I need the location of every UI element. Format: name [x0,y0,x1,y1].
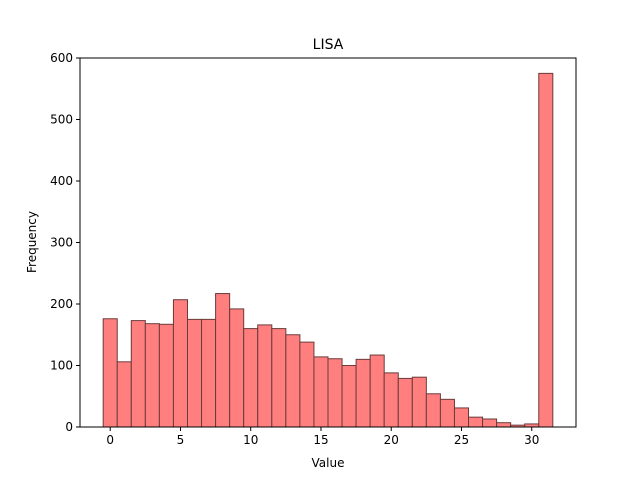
histogram-bar [158,323,174,428]
x-axis-label: Value [312,456,345,470]
y-tick-label: 100 [50,359,73,373]
histogram-bar [468,416,484,428]
histogram-bar [439,398,455,428]
histogram-bar [327,358,343,428]
x-axis-ticks: 0 5 10 15 20 25 30 [106,427,539,447]
y-tick-label: 200 [50,297,73,311]
x-tick-label: 10 [243,433,258,447]
histogram-bar [271,328,287,428]
y-axis-ticks: 0 100 200 300 400 500 600 [50,51,80,434]
histogram-bar [229,308,245,428]
y-tick-label: 0 [65,420,73,434]
histogram-bar [172,299,188,428]
x-tick-label: 20 [384,433,399,447]
histogram-bar [397,377,413,428]
histogram-bar [411,376,427,428]
y-axis-label: Frequency [25,211,39,273]
histogram-bar [313,356,329,428]
bars-group [102,72,554,428]
y-tick-label: 400 [50,174,73,188]
x-tick-label: 15 [313,433,328,447]
chart-title: LISA [313,37,344,53]
histogram-bar [496,422,512,428]
histogram-bar [257,324,273,428]
histogram-bar [201,318,217,428]
y-tick-label: 300 [50,236,73,250]
histogram-bar [116,361,132,428]
histogram-bar [538,72,554,428]
histogram-bar [453,407,470,428]
histogram-bar [243,328,259,428]
histogram-bar [130,320,146,428]
x-tick-label: 0 [106,433,114,447]
x-tick-label: 30 [524,433,539,447]
histogram-bar [215,293,231,428]
x-tick-label: 5 [177,433,185,447]
histogram-bar [285,334,301,428]
histogram-bar [102,318,118,428]
x-tick-label: 25 [454,433,469,447]
histogram-bar [299,341,315,428]
histogram-bar [383,372,399,428]
histogram-bar [341,365,357,428]
histogram-bar [369,354,385,428]
histogram-bar [482,418,498,428]
histogram-bar [425,393,441,428]
y-tick-label: 500 [50,113,73,127]
histogram-bar [355,358,371,428]
y-tick-label: 600 [50,51,73,65]
histogram-bar [186,318,203,428]
histogram-bar [144,323,160,428]
